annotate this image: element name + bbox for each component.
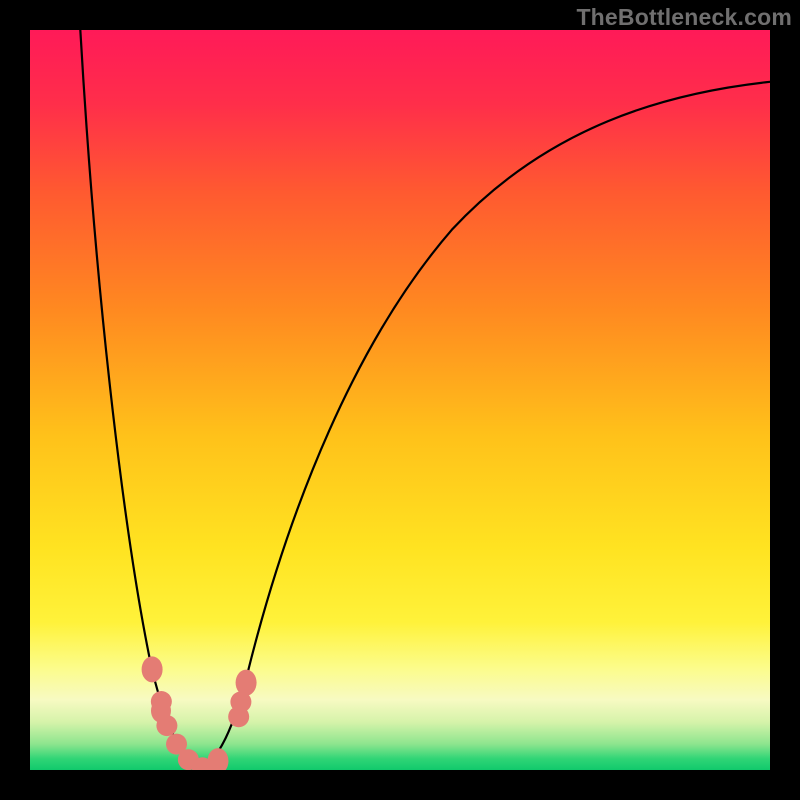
valley-marker: [156, 715, 177, 736]
figure-root: TheBottleneck.com: [0, 0, 800, 800]
plot-area: [30, 30, 770, 770]
left-curve: [80, 30, 200, 770]
curve-layer: [30, 30, 770, 770]
right-curve: [200, 82, 770, 770]
valley-marker: [142, 656, 163, 682]
valley-marker: [228, 706, 249, 727]
valley-marker: [207, 748, 228, 770]
watermark-text: TheBottleneck.com: [576, 4, 792, 31]
